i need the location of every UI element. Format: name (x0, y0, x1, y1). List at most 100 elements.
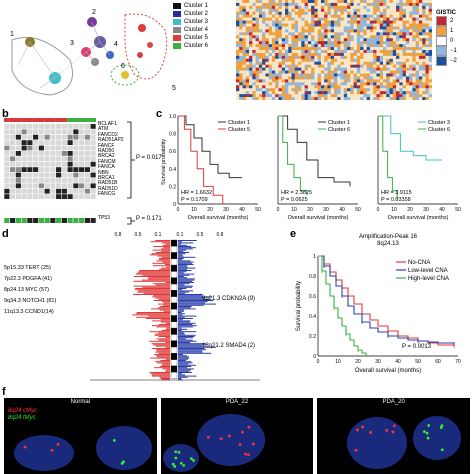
y-tick-label: 0.2 (169, 184, 176, 190)
mutation-cell (90, 183, 96, 189)
fish-signal-dot (243, 452, 247, 456)
mutation-cell (15, 145, 21, 151)
survival-curve-b (378, 115, 398, 200)
mutation-cell (73, 188, 79, 194)
probe-label-green: 8q24 tMyc (8, 415, 36, 421)
mutation-cell (79, 156, 85, 162)
fish-signal-dot (112, 439, 116, 442)
gistic-legend: GISTIC 2 1 0 −1 −2 (436, 10, 474, 66)
mutation-cell (50, 156, 56, 162)
cluster-network-diagram: 1 2 3 4 5 6 (10, 9, 176, 96)
tp53-cell (10, 218, 16, 223)
top-tick-left: 0.1 (155, 232, 162, 238)
fish-signal-dot (356, 428, 360, 432)
mutation-cell (33, 140, 39, 145)
mutation-cell (50, 178, 56, 183)
x-tick-label: 20 (407, 207, 413, 213)
mutation-cell (10, 129, 16, 135)
cluster-number-2: 2 (92, 9, 96, 16)
gistic-legend-swatch (436, 36, 447, 46)
mutation-cell (50, 151, 56, 156)
mutation-cell (67, 145, 73, 151)
fish-signal-dot (120, 461, 124, 465)
fish-signal-dot (440, 426, 443, 430)
mutation-cell (21, 134, 27, 140)
mutation-cell (21, 194, 27, 199)
gistic-legend-swatch (436, 16, 447, 26)
top-tick-right: 0.5 (197, 232, 204, 238)
mutation-cell (61, 178, 67, 183)
cluster-2-4-nodes (54, 17, 114, 79)
mutation-cell (90, 151, 96, 156)
mutation-cell (73, 161, 79, 167)
mutation-cell (56, 167, 62, 172)
mutation-cell (44, 161, 50, 167)
mutation-header-cell (21, 118, 27, 122)
mutation-cell (15, 140, 21, 145)
legend-label: No-CNA (408, 260, 430, 266)
fish-signal-dot (189, 457, 193, 461)
mutation-cell (10, 134, 16, 140)
survival-plot-c-2: 0 10 20 30 40 50 Overall survival (months) Clus… (277, 115, 361, 221)
mutation-cell (90, 156, 96, 162)
mutation-cell (4, 156, 10, 162)
cluster-legend-item: Cluster 4 (173, 26, 235, 34)
mutation-cell (21, 151, 27, 156)
tp53-cell (44, 218, 50, 223)
mutation-header-cell (15, 118, 22, 122)
mutation-cell (38, 178, 44, 183)
mutation-cell (15, 178, 21, 183)
mutation-cell (38, 151, 44, 156)
mutation-cell (21, 161, 27, 167)
mutation-cell (61, 194, 67, 199)
mutation-cell (56, 145, 62, 151)
cluster-legend-swatch (173, 35, 181, 41)
mutation-cell (15, 124, 21, 129)
mutation-cell (38, 188, 44, 194)
mutation-cell (67, 140, 73, 145)
mutation-cell (50, 129, 56, 135)
fish-signal-dot (174, 456, 177, 460)
mutation-cell (50, 194, 56, 199)
mutation-cell (67, 151, 73, 156)
x-tick-label: 50 (355, 207, 361, 213)
mutation-cell (44, 183, 50, 189)
mutation-cell (50, 161, 56, 167)
mutation-cell (90, 194, 96, 199)
cluster-legend-label: Cluster 1 (184, 3, 209, 9)
gistic-legend-item: −2 (436, 56, 474, 66)
mutation-cell (61, 145, 67, 151)
mutation-cell (33, 134, 39, 140)
mutation-cell (73, 151, 79, 156)
mutation-cell (67, 134, 73, 140)
mutation-cell (56, 124, 62, 129)
gene-label: RAD51AP2 (98, 137, 124, 144)
fish-signal-dot (177, 450, 181, 454)
mutation-cell (33, 178, 39, 183)
y-tick-label: 0.4 (309, 314, 316, 320)
amp-label: 7p22.3 PDGFA (41) (4, 276, 52, 282)
mutation-cell (79, 145, 85, 151)
fish-signal-dot (246, 453, 250, 457)
x-tick-label: 50 (455, 207, 461, 213)
x-tick-label: 50 (255, 207, 261, 213)
gistic-heatmap (236, 0, 433, 101)
mutation-cell (84, 194, 90, 199)
mutation-cell (4, 183, 10, 189)
cna-genome-plot: 0.8 0.5 0.1 0.1 0.5 0.8 (80, 230, 280, 390)
panel-label-b: b (2, 108, 9, 120)
mutation-cell (10, 188, 16, 194)
gene-label: RAD51B (98, 180, 118, 187)
cluster-legend-item: Cluster 5 (173, 34, 235, 42)
mutation-header-cell (50, 118, 56, 122)
panel-label-d: d (2, 228, 9, 240)
panel-label-c: c (156, 108, 163, 120)
deletion-profile (178, 240, 216, 381)
amp-label: 11q13.3 CCND1(14) (4, 309, 54, 315)
mutation-cell (10, 178, 16, 183)
mutation-cell (15, 134, 21, 140)
mutation-cell (10, 167, 16, 172)
x-axis-label: Overall survival (months) (388, 215, 449, 221)
hazard-ratio: HR = 3.9115 (381, 190, 412, 196)
